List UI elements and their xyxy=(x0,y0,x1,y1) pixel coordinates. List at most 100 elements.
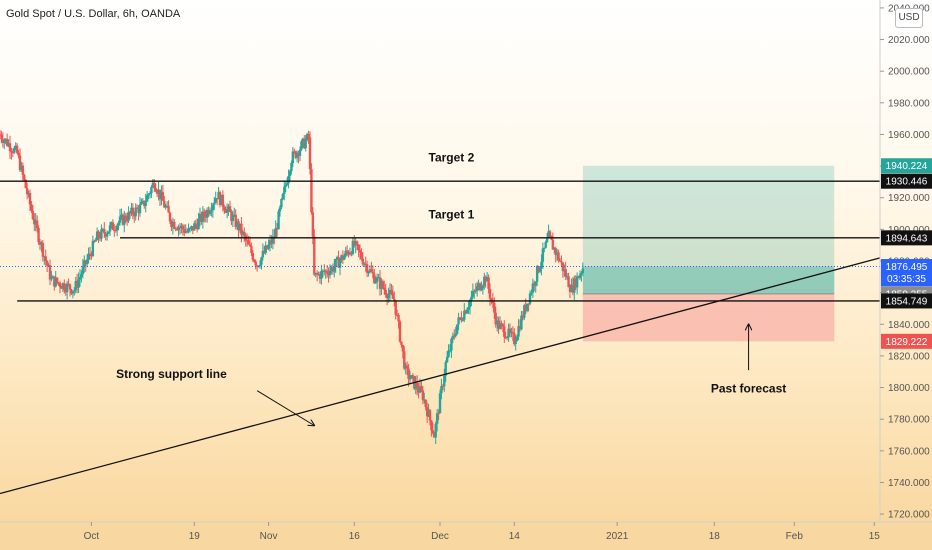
candle-body xyxy=(567,276,570,288)
candle-body xyxy=(560,261,563,263)
symbol-title: Gold Spot / U.S. Dollar, 6h, OANDA xyxy=(6,8,181,20)
currency-button[interactable]: USD xyxy=(895,8,923,28)
candle-body xyxy=(357,244,360,251)
drawings xyxy=(0,180,881,495)
candle-body xyxy=(123,215,126,225)
candle-body xyxy=(13,148,16,153)
x-tick-label: 16 xyxy=(349,531,361,542)
candle-body xyxy=(540,261,543,268)
candle-body xyxy=(144,201,147,206)
candle-body xyxy=(134,207,137,217)
candle-body xyxy=(133,214,136,217)
candle-body xyxy=(425,407,429,417)
candle-body xyxy=(573,278,576,293)
candle-body xyxy=(363,263,366,265)
candle-body xyxy=(295,152,299,158)
candle-body xyxy=(574,278,577,288)
candle-body xyxy=(228,206,232,213)
candle-body xyxy=(315,272,319,275)
candle-body xyxy=(77,279,80,288)
annotation-label: Target 1 xyxy=(429,207,475,221)
candle-body xyxy=(120,214,123,217)
candle-body xyxy=(448,350,452,352)
candle-body xyxy=(301,138,305,142)
profit-filled-zone xyxy=(582,266,835,294)
candle-body xyxy=(45,261,49,266)
candle-body xyxy=(103,229,106,234)
candle-body xyxy=(505,337,509,339)
candle-body xyxy=(214,198,217,203)
candle-body xyxy=(313,236,316,275)
price-tag-bg xyxy=(881,230,932,246)
candle-body xyxy=(344,250,347,256)
candle-body xyxy=(530,292,533,294)
candle-body xyxy=(451,335,455,339)
candle-body xyxy=(94,240,97,242)
candle-body xyxy=(50,277,53,280)
candle-body xyxy=(191,226,195,231)
candle-body xyxy=(523,305,526,318)
candle-body xyxy=(177,227,180,231)
candle-body xyxy=(108,225,112,232)
candle-body xyxy=(341,255,345,260)
candle-body xyxy=(561,262,565,272)
candle-body xyxy=(118,216,122,223)
candle-body xyxy=(151,182,155,187)
candle-body xyxy=(220,194,223,206)
price-tag-label: 1876.495 xyxy=(886,262,928,273)
candle-body xyxy=(121,214,125,225)
candle-body xyxy=(521,315,525,318)
y-tick-label: 2020.000 xyxy=(888,35,930,46)
candle-body xyxy=(558,260,562,262)
candle-body xyxy=(57,282,60,284)
x-tick-label: 19 xyxy=(189,531,201,542)
candle-body xyxy=(543,247,546,249)
candle-body xyxy=(235,221,239,227)
candle-body xyxy=(527,303,530,305)
candle-body xyxy=(358,250,362,253)
price-tag-bg xyxy=(881,158,932,174)
candle-body xyxy=(53,276,56,287)
candle-body xyxy=(293,151,296,153)
candle-body xyxy=(577,276,580,279)
candle-body xyxy=(391,293,395,299)
candle-body xyxy=(48,265,52,280)
candle-body xyxy=(181,225,185,230)
candle-body xyxy=(465,309,469,314)
candle-body xyxy=(150,186,153,194)
candle-body xyxy=(420,386,423,391)
candle-body xyxy=(100,229,103,239)
y-tick-label: 1960.000 xyxy=(888,130,930,141)
candle-body xyxy=(30,204,33,211)
candle-body xyxy=(84,260,87,265)
candle-body xyxy=(515,336,519,341)
candle-body xyxy=(63,283,66,291)
candle-body xyxy=(283,186,286,194)
candle-body xyxy=(208,211,212,214)
candle-body xyxy=(54,277,57,287)
candle-body xyxy=(305,134,309,141)
candle-body xyxy=(578,274,582,279)
candle-body xyxy=(278,207,282,212)
candle-body xyxy=(153,182,156,189)
candle-body xyxy=(167,205,170,213)
candle-body xyxy=(461,319,465,321)
candle-body xyxy=(143,200,146,206)
position-box xyxy=(582,165,835,342)
candle-body xyxy=(337,256,340,268)
candle-body xyxy=(478,283,482,291)
candle-body xyxy=(497,320,500,329)
candle-body xyxy=(90,254,93,256)
candle-body xyxy=(327,273,330,276)
candle-body xyxy=(484,276,487,282)
candle-body xyxy=(117,222,120,226)
candle-body xyxy=(411,375,415,377)
candle-body xyxy=(88,253,92,255)
candle-body xyxy=(245,240,249,242)
candle-body xyxy=(507,328,510,338)
candle-body xyxy=(251,252,255,260)
candle-body xyxy=(375,277,379,282)
candle-body xyxy=(135,207,139,209)
